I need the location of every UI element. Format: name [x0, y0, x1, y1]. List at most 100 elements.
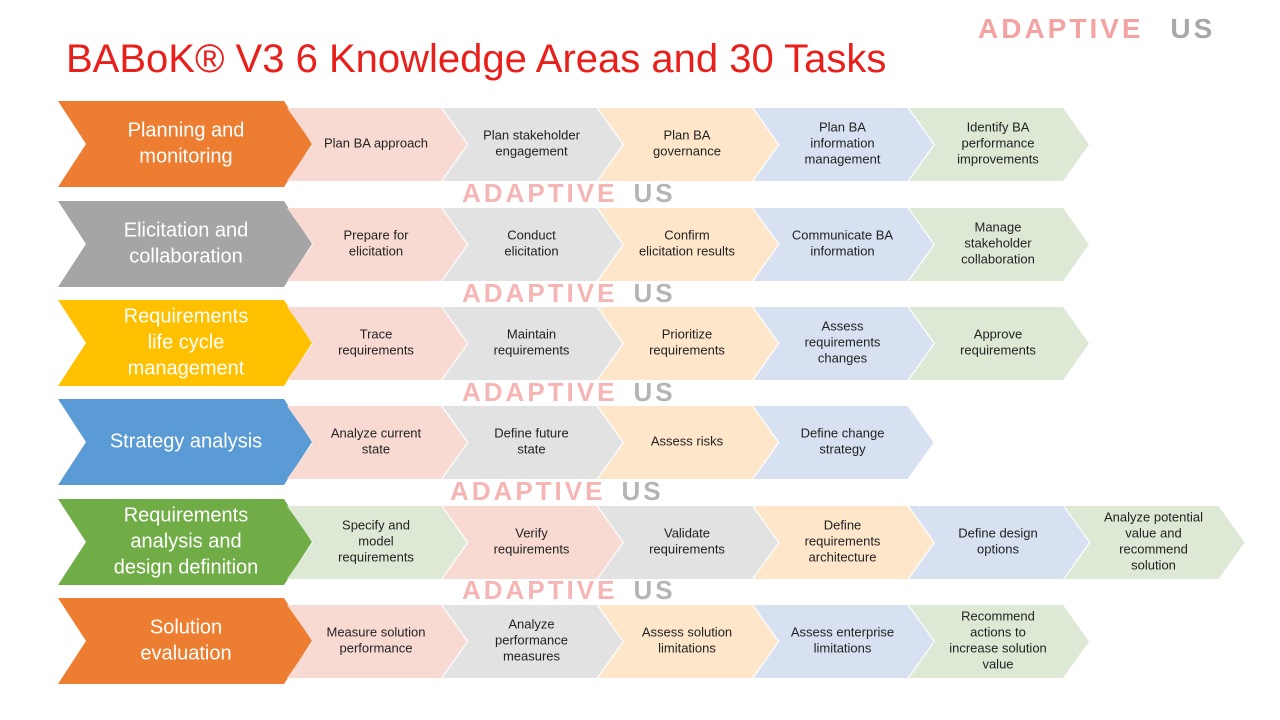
task-label: Approve requirements	[960, 326, 1036, 357]
task-label-line: Plan BA approach	[324, 135, 428, 150]
task-label: Analyze performance measures	[495, 616, 568, 663]
watermark: ADAPTIVE US	[450, 476, 664, 506]
area-label-line: collaboration	[129, 245, 242, 267]
task-label-line: actions to	[970, 624, 1026, 639]
task-chevron	[287, 208, 467, 281]
task-chevron	[598, 506, 778, 579]
task-chevron	[598, 406, 778, 479]
task-label: Assess enterprise limitations	[791, 624, 894, 655]
task-label-line: Maintain	[507, 326, 556, 341]
task-label: Trace requirements	[338, 326, 414, 357]
task-label: Assess risks	[651, 433, 724, 448]
watermark-word: ADAPTIVE	[462, 575, 617, 605]
task-label-line: measures	[503, 648, 561, 663]
task-label-line: Assess enterprise	[791, 624, 894, 639]
task-label: Confirm elicitation results	[639, 227, 736, 258]
task-label-line: Prioritize	[662, 326, 713, 341]
task-label-line: Plan BA	[819, 119, 866, 134]
watermark: ADAPTIVE US	[462, 575, 676, 605]
task-label-line: Validate	[664, 525, 710, 540]
task-chevron	[442, 506, 623, 579]
task-label-line: Prepare for	[343, 227, 409, 242]
watermark-word: ADAPTIVE	[462, 377, 617, 407]
task-chevron	[598, 208, 778, 281]
task-label-line: Manage	[975, 219, 1022, 234]
area-label-line: Requirements	[124, 504, 249, 526]
task-label-line: Define future	[494, 425, 568, 440]
task-label: Prioritize requirements	[649, 326, 725, 357]
task-label-line: governance	[653, 143, 721, 158]
task-chevron	[598, 605, 778, 678]
task-chevron	[287, 406, 467, 479]
task-label-line: Trace	[360, 326, 393, 341]
task-label: Assess requirements changes	[805, 318, 881, 365]
task-chevron	[287, 307, 467, 380]
task-label-line: architecture	[809, 549, 877, 564]
task-label-line: Assess risks	[651, 433, 724, 448]
area-label: Elicitation and collaboration	[124, 219, 249, 267]
task-label-line: Assess	[822, 318, 864, 333]
task-label-line: requirements	[494, 342, 570, 357]
task-label-line: requirements	[649, 342, 725, 357]
watermark: ADAPTIVE US	[462, 377, 676, 407]
watermark-word: US	[621, 476, 663, 506]
task-label-line: information	[810, 135, 874, 150]
watermark-word: ADAPTIVE	[462, 278, 617, 308]
area-label-line: design definition	[114, 556, 259, 578]
task-label-line: requirements	[494, 541, 570, 556]
task-chevron	[1064, 506, 1245, 579]
task-label: Plan BA information management	[805, 119, 881, 166]
task-label-line: engagement	[495, 143, 568, 158]
task-label-line: improvements	[957, 151, 1039, 166]
task-chevron	[598, 307, 778, 380]
area-label: Solution evaluation	[140, 616, 231, 664]
task-label-line: value and	[1125, 525, 1181, 540]
area-label: Planning and monitoring	[128, 119, 245, 167]
task-label-line: limitations	[814, 640, 872, 655]
area-label-line: evaluation	[140, 642, 231, 664]
task-label-line: Specify and	[342, 517, 410, 532]
task-label-line: Communicate BA	[792, 227, 893, 242]
task-label-line: Plan stakeholder	[483, 127, 581, 142]
task-label-line: requirements	[338, 549, 414, 564]
task-label-line: increase solution	[949, 640, 1047, 655]
area-label-line: management	[128, 357, 245, 379]
task-label-line: state	[517, 441, 545, 456]
task-label-line: Confirm	[664, 227, 710, 242]
task-label-line: Plan BA	[664, 127, 711, 142]
task-chevron	[909, 506, 1089, 579]
task-label: Analyze current state	[331, 425, 422, 456]
area-chevron	[58, 399, 312, 485]
task-chevron	[442, 208, 623, 281]
task-label: Validate requirements	[649, 525, 725, 556]
task-chevron	[909, 108, 1089, 181]
area-label-line: Solution	[150, 616, 222, 638]
task-label: Measure solution performance	[327, 624, 426, 655]
watermark-word: US	[633, 377, 675, 407]
task-label: Define change strategy	[801, 425, 885, 456]
task-chevron	[753, 108, 934, 181]
task-chevron	[598, 108, 778, 181]
task-label: Define requirements architecture	[805, 517, 881, 564]
task-label-line: changes	[818, 350, 868, 365]
task-label: Analyze potential value and recommend solut…	[1104, 509, 1203, 572]
watermark-word: US	[633, 178, 675, 208]
task-label-line: Define change	[801, 425, 885, 440]
task-label: Define future state	[494, 425, 568, 456]
task-label: Manage stakeholder collaboration	[961, 219, 1035, 266]
task-label: Plan BA governance	[653, 127, 721, 158]
task-label-line: elicitation results	[639, 243, 736, 258]
area-label-line: life cycle	[148, 331, 225, 353]
area-chevron	[58, 101, 312, 187]
task-chevron	[753, 208, 934, 281]
task-chevron	[753, 605, 934, 678]
task-label-line: strategy	[819, 441, 866, 456]
task-label-line: options	[977, 541, 1019, 556]
watermark-word: US	[633, 278, 675, 308]
task-label: Assess solution limitations	[642, 624, 732, 655]
area-label-line: Requirements	[124, 305, 249, 327]
task-label: Conduct elicitation	[504, 227, 558, 258]
task-label: Prepare for elicitation	[343, 227, 409, 258]
task-label-line: elicitation	[349, 243, 403, 258]
task-label-line: management	[805, 151, 881, 166]
